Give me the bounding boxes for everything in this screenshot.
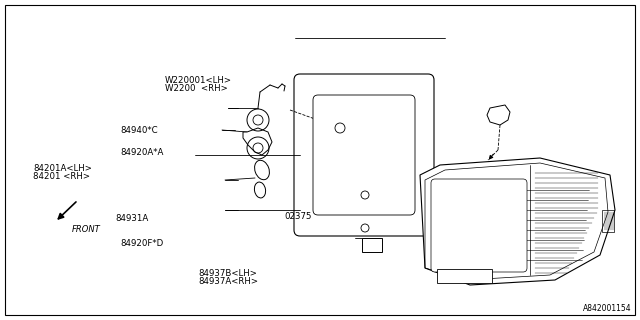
- FancyBboxPatch shape: [431, 179, 527, 272]
- Text: 84201A<LH>: 84201A<LH>: [33, 164, 92, 173]
- FancyBboxPatch shape: [294, 74, 434, 236]
- Text: 02375: 02375: [285, 212, 312, 221]
- Text: 84920A*A: 84920A*A: [120, 148, 164, 157]
- Polygon shape: [487, 105, 510, 125]
- Text: W2200  <RH>: W2200 <RH>: [165, 84, 228, 93]
- Bar: [602, 210, 614, 232]
- Text: 84931A: 84931A: [115, 214, 148, 223]
- Bar: [362, 238, 382, 252]
- Ellipse shape: [255, 182, 266, 198]
- Text: 84920F*D: 84920F*D: [120, 239, 164, 248]
- Polygon shape: [420, 158, 615, 285]
- Polygon shape: [185, 35, 575, 265]
- Ellipse shape: [255, 160, 269, 180]
- Text: FRONT: FRONT: [72, 226, 100, 235]
- Text: 84937B<LH>: 84937B<LH>: [198, 269, 257, 278]
- Text: 84201 <RH>: 84201 <RH>: [33, 172, 90, 181]
- Text: A842001154: A842001154: [584, 304, 632, 313]
- Text: W220001<LH>: W220001<LH>: [165, 76, 232, 85]
- FancyBboxPatch shape: [313, 95, 415, 215]
- Text: 84937A<RH>: 84937A<RH>: [198, 277, 259, 286]
- Text: 84940*C: 84940*C: [120, 126, 158, 135]
- Polygon shape: [243, 128, 272, 155]
- Bar: [437, 269, 492, 283]
